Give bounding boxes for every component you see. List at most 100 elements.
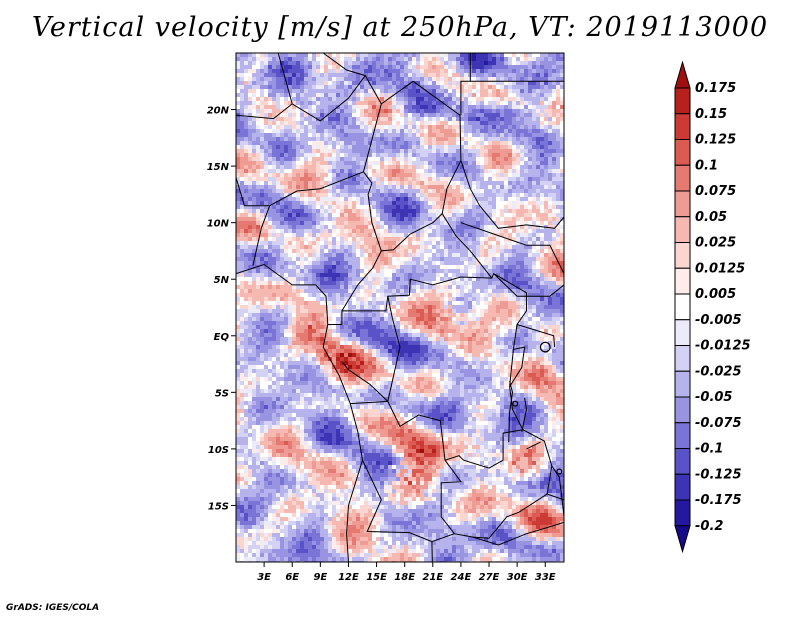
field-cell	[340, 145, 345, 150]
field-cell	[444, 141, 449, 146]
field-cell	[340, 77, 345, 82]
field-cell	[244, 229, 249, 234]
field-cell	[552, 153, 557, 158]
field-cell	[320, 197, 325, 202]
field-cell	[496, 261, 501, 266]
field-cell	[452, 141, 457, 146]
field-cell	[556, 173, 561, 178]
field-cell	[316, 281, 321, 286]
field-cell	[384, 193, 389, 198]
field-cell	[268, 153, 273, 158]
field-cell	[252, 213, 257, 218]
field-cell	[348, 205, 353, 210]
field-cell	[352, 229, 357, 234]
field-cell	[376, 281, 381, 286]
field-cell	[280, 277, 285, 282]
field-cell	[472, 125, 477, 130]
field-cell	[344, 53, 349, 58]
field-cell	[404, 261, 409, 266]
field-cell	[236, 209, 241, 214]
field-cell	[364, 117, 369, 122]
field-cell	[528, 73, 533, 78]
field-cell	[524, 281, 529, 286]
field-cell	[556, 61, 561, 66]
field-cell	[548, 237, 553, 242]
field-cell	[264, 153, 269, 158]
field-cell	[352, 69, 357, 74]
field-cell	[356, 121, 361, 126]
field-cell	[372, 133, 377, 138]
field-cell	[496, 157, 501, 162]
field-cell	[444, 241, 449, 246]
field-cell	[296, 221, 301, 226]
field-cell	[496, 137, 501, 142]
field-cell	[552, 145, 557, 150]
field-cell	[492, 93, 497, 98]
field-cell	[408, 77, 413, 82]
field-cell	[464, 81, 469, 86]
field-cell	[320, 121, 325, 126]
field-cell	[396, 69, 401, 74]
field-cell	[500, 125, 505, 130]
field-cell	[300, 189, 305, 194]
field-cell	[400, 69, 405, 74]
field-cell	[348, 137, 353, 142]
field-cell	[280, 281, 285, 286]
field-cell	[424, 65, 429, 70]
field-cell	[560, 205, 564, 210]
field-cell	[348, 273, 353, 278]
field-cell	[292, 229, 297, 234]
field-cell	[284, 173, 289, 178]
field-cell	[388, 265, 393, 270]
field-cell	[484, 117, 489, 122]
field-cell	[520, 181, 525, 186]
field-cell	[476, 189, 481, 194]
field-cell	[412, 173, 417, 178]
field-cell	[364, 285, 369, 290]
field-cell	[336, 145, 341, 150]
field-cell	[284, 165, 289, 170]
field-cell	[276, 77, 281, 82]
field-cell	[476, 225, 481, 230]
field-cell	[464, 109, 469, 114]
field-cell	[556, 181, 561, 186]
field-cell	[428, 145, 433, 150]
field-cell	[532, 181, 537, 186]
field-cell	[480, 241, 485, 246]
field-cell	[356, 185, 361, 190]
field-cell	[468, 129, 473, 134]
field-cell	[464, 209, 469, 214]
field-cell	[244, 165, 249, 170]
field-cell	[404, 253, 409, 258]
field-cell	[512, 61, 517, 66]
field-cell	[496, 197, 501, 202]
field-cell	[272, 241, 277, 246]
field-cell	[412, 185, 417, 190]
field-cell	[376, 273, 381, 278]
field-cell	[280, 73, 285, 78]
field-cell	[520, 113, 525, 118]
field-cell	[436, 221, 441, 226]
field-cell	[464, 281, 469, 286]
field-cell	[288, 293, 293, 298]
field-cell	[424, 73, 429, 78]
field-cell	[344, 245, 349, 250]
field-cell	[340, 281, 345, 286]
field-cell	[272, 85, 277, 90]
field-cell	[548, 245, 553, 250]
field-cell	[260, 109, 265, 114]
field-cell	[508, 217, 513, 222]
field-cell	[560, 209, 564, 214]
field-cell	[480, 117, 485, 122]
field-cell	[396, 265, 401, 270]
field-cell	[260, 121, 265, 126]
field-cell	[276, 65, 281, 70]
field-cell	[548, 149, 553, 154]
field-cell	[504, 253, 509, 258]
field-cell	[460, 173, 465, 178]
field-cell	[324, 113, 329, 118]
field-cell	[276, 185, 281, 190]
field-cell	[512, 205, 517, 210]
field-cell	[440, 205, 445, 210]
field-cell	[460, 257, 465, 262]
